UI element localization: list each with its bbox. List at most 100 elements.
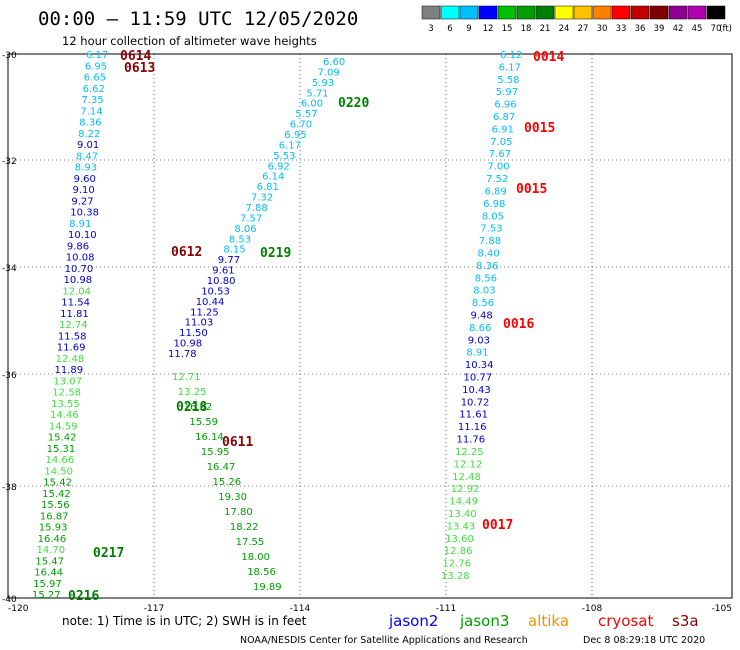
wave-height-value: 5.57 <box>295 109 317 120</box>
wave-height-value: 9.48 <box>471 311 493 322</box>
wave-height-value: 19.30 <box>218 492 247 503</box>
wave-height-value: 14.46 <box>50 410 79 421</box>
wave-height-value: 7.88 <box>246 203 268 214</box>
wave-height-value: 12.92 <box>451 484 480 495</box>
lat-lon-grid <box>8 54 732 598</box>
wave-height-value: 8.66 <box>469 323 491 334</box>
wave-height-value: 19.89 <box>253 582 282 593</box>
legend-label: 12 <box>483 24 494 34</box>
lat-label: -36 <box>2 371 17 381</box>
wave-height-value: 7.52 <box>486 174 508 185</box>
wave-height-value: 11.25 <box>190 307 219 318</box>
wave-height-value: 13.60 <box>445 534 474 545</box>
legend-unit: (ft) <box>719 24 732 34</box>
legend-swatch <box>611 5 631 20</box>
wave-height-value: 14.59 <box>49 421 78 432</box>
wave-height-value: 15.97 <box>33 579 62 590</box>
legend-label: 6 <box>447 24 452 34</box>
wave-height-value: 10.77 <box>464 373 493 384</box>
wave-height-value: 11.81 <box>60 309 89 320</box>
wave-height-value: 7.09 <box>318 67 340 78</box>
wave-height-value: 12.48 <box>56 354 85 365</box>
wave-height-value: 16.44 <box>34 568 63 579</box>
wave-height-value: 8.05 <box>482 211 504 222</box>
wave-height-value: 8.36 <box>79 118 101 129</box>
wave-height-value: 5.93 <box>312 78 334 89</box>
legend-label: 9 <box>466 24 471 34</box>
wave-height-value: 7.32 <box>251 193 273 204</box>
legend-swatch <box>516 5 536 20</box>
satellite-legend: jason2 jason3 altika cryosat s3a <box>388 612 699 630</box>
time-tag: 0216 <box>68 589 99 604</box>
lat-label: -34 <box>2 264 17 274</box>
wave-height-value: 12.25 <box>455 447 484 458</box>
time-tag: 0014 <box>533 50 564 65</box>
wave-height-value: 6.81 <box>257 182 279 193</box>
time-tag: 0016 <box>503 317 534 332</box>
wave-height-value: 16.87 <box>40 511 69 522</box>
wave-height-value: 6.14 <box>262 172 284 183</box>
wave-height-value: 11.76 <box>457 435 486 446</box>
wave-height-value: 10.80 <box>207 276 236 287</box>
legend-swatch <box>573 5 593 20</box>
wave-height-value: 8.06 <box>234 224 256 235</box>
legend-label: 24 <box>559 24 570 34</box>
wave-height-value: 11.61 <box>459 410 488 421</box>
wave-height-value: 8.91 <box>69 219 91 230</box>
wave-height-value: 13.28 <box>441 571 470 582</box>
wave-height-value: 6.12 <box>500 50 522 61</box>
wave-height-value: 9.86 <box>67 241 89 252</box>
track-south_cont: 12.71 13.25 16.92 15.59 16.14 15.95 16.47 15.26… <box>172 372 282 593</box>
wave-height-value: 8.22 <box>78 129 100 140</box>
wave-height-value: 6.95 <box>284 130 306 141</box>
time-tag: 0613 <box>124 61 155 76</box>
page-title: 00:00 – 11:59 UTC 12/05/2020 <box>38 8 358 30</box>
wave-height-value: 6.70 <box>290 120 312 131</box>
lon-label: -120 <box>8 604 29 614</box>
wave-height-value: 10.44 <box>196 297 225 308</box>
wave-height-value: 9.01 <box>77 140 99 151</box>
wave-height-value: 12.74 <box>59 320 88 331</box>
wave-height-value: 13.07 <box>53 376 82 387</box>
lat-label: -38 <box>2 483 17 493</box>
wave-height-value: 6.60 <box>323 57 345 68</box>
wave-height-value: 15.93 <box>39 523 68 534</box>
plot-frame <box>7 53 733 599</box>
wave-height-value: 10.53 <box>201 286 230 297</box>
legend-label: 33 <box>616 24 627 34</box>
legend-swatch <box>630 5 650 20</box>
wave-height-value: 16.14 <box>195 432 224 443</box>
wave-height-value: 7.05 <box>490 137 512 148</box>
wave-height-value: 10.70 <box>65 264 94 275</box>
wave-height-value: 7.35 <box>82 95 104 106</box>
wave-height-value: 13.40 <box>448 509 477 520</box>
wave-height-value: 15.26 <box>213 477 242 488</box>
wave-height-value: 7.57 <box>240 213 262 224</box>
wave-height-value: 8.53 <box>229 234 251 245</box>
wave-height-value: 9.60 <box>74 174 96 185</box>
wave-height-value: 8.03 <box>473 286 495 297</box>
footer-credit: NOAA/NESDIS Center for Satellite Applica… <box>240 635 528 646</box>
time-tag: 0612 <box>171 245 202 260</box>
footer-note: note: 1) Time is in UTC; 2) SWH is in fe… <box>62 614 307 628</box>
satellite-label: altika <box>528 612 569 630</box>
wave-height-value: 8.40 <box>478 249 500 260</box>
wave-height-value: 14.70 <box>37 545 66 556</box>
wave-height-value: 14.66 <box>46 455 75 466</box>
wave-height-value: 6.17 <box>86 50 108 61</box>
legend-label: 3 <box>428 24 433 34</box>
wave-height-value: 15.27 <box>32 590 61 601</box>
wave-height-value: 15.95 <box>201 447 230 458</box>
wave-height-value: 6.95 <box>85 61 107 72</box>
wave-height-value: 6.62 <box>83 84 105 95</box>
altimeter-tracks: 6.176.956.656.627.357.148.368.229.018.47… <box>32 50 522 601</box>
wave-height-value: 18.56 <box>247 567 276 578</box>
wave-height-value: 10.08 <box>66 253 95 264</box>
wave-height-value: 11.50 <box>179 328 208 339</box>
legend-label: 36 <box>635 24 646 34</box>
wave-height-value: 8.36 <box>476 261 498 272</box>
wave-height-value: 13.55 <box>51 399 80 410</box>
footer-timestamp: Dec 8 08:29:18 UTC 2020 <box>583 635 705 646</box>
time-tag: 0017 <box>482 518 513 533</box>
